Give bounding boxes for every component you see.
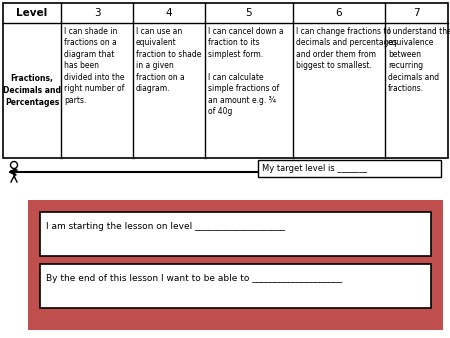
Text: I can shade in
fractions on a
diagram that
has been
divided into the
right numbe: I can shade in fractions on a diagram th…	[64, 27, 125, 105]
Bar	[28, 200, 443, 330]
Text: I can use an
equivalent
fraction to shade
in a given
fraction on a
diagram.: I can use an equivalent fraction to shad…	[136, 27, 202, 93]
Bar	[3, 3, 448, 158]
Bar	[40, 264, 431, 308]
Text: 4: 4	[166, 8, 172, 18]
Text: 5: 5	[246, 8, 252, 18]
Text: 3: 3	[94, 8, 100, 18]
Text: 6: 6	[336, 8, 342, 18]
Bar	[40, 212, 431, 256]
Bar	[258, 160, 441, 177]
Text: Fractions,
Decimals and
Percentages: Fractions, Decimals and Percentages	[3, 74, 61, 107]
Text: By the end of this lesson I want to be able to ____________________: By the end of this lesson I want to be a…	[46, 274, 342, 283]
Text: I can change fractions to
decimals and percentages
and order them from
biggest t: I can change fractions to decimals and p…	[296, 27, 397, 70]
Text: I can cancel down a
fraction to its
simplest form.

I can calculate
simple fract: I can cancel down a fraction to its simp…	[208, 27, 284, 116]
Text: I am starting the lesson on level ____________________: I am starting the lesson on level ______…	[46, 222, 285, 231]
Text: I understand the
equivalence
between
recurring
decimals and
fractions.: I understand the equivalence between rec…	[388, 27, 450, 93]
Text: My target level is _______: My target level is _______	[262, 164, 367, 173]
Text: Level: Level	[16, 8, 48, 18]
Text: 7: 7	[413, 8, 420, 18]
